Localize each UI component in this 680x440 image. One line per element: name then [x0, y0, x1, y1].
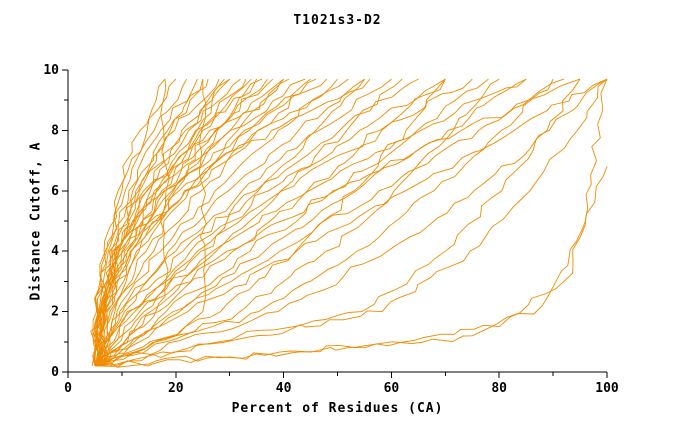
y-tick-label: 4: [51, 244, 59, 259]
model-curve: [94, 78, 247, 367]
model-curve: [94, 78, 581, 367]
model-curve: [97, 78, 258, 367]
model-curve: [97, 78, 365, 367]
model-curve: [94, 78, 349, 367]
x-tick-label: 60: [384, 381, 400, 396]
model-curve: [100, 78, 489, 367]
model-curve: [99, 78, 311, 367]
model-curve: [100, 78, 608, 367]
x-tick-label: 100: [595, 381, 619, 396]
page-title: T1021s3-D2: [293, 13, 382, 28]
model-curve: [90, 78, 187, 367]
model-curve: [94, 78, 338, 367]
model-curve: [94, 78, 608, 368]
x-tick-label: 0: [64, 381, 72, 396]
model-curve: [94, 78, 527, 367]
model-curve: [92, 78, 166, 367]
y-tick-label: 0: [51, 365, 59, 380]
y-tick-label: 2: [51, 305, 59, 320]
y-tick-label: 6: [51, 184, 59, 199]
model-curve: [100, 78, 608, 367]
model-curve: [94, 78, 527, 367]
model-curve: [94, 78, 446, 367]
model-curve: [99, 78, 581, 367]
model-curve: [99, 78, 419, 367]
model-curve: [94, 78, 365, 367]
model-curve: [94, 78, 392, 367]
model-curve: [95, 78, 284, 367]
model-curve: [94, 79, 207, 367]
model-curve: [94, 78, 284, 367]
x-axis-label: Percent of Residues (CA): [231, 401, 444, 416]
model-curve: [93, 78, 204, 367]
model-curve: [94, 79, 170, 367]
model-curve: [94, 78, 554, 367]
y-tick-label: 10: [43, 63, 59, 78]
model-curve: [94, 78, 446, 367]
x-tick-label: 40: [276, 381, 292, 396]
model-curve: [99, 78, 371, 367]
model-curve: [97, 78, 473, 367]
x-tick-label: 80: [491, 381, 507, 396]
model-curve: [97, 78, 403, 367]
model-curve: [94, 78, 231, 367]
model-curve: [94, 78, 608, 367]
y-tick-label: 8: [51, 123, 59, 138]
model-curve: [97, 78, 500, 367]
model-curve: [97, 78, 317, 367]
model-curve: [97, 78, 225, 367]
x-tick-label: 20: [168, 381, 184, 396]
model-curve: [94, 78, 252, 367]
model-curve: [94, 166, 608, 368]
